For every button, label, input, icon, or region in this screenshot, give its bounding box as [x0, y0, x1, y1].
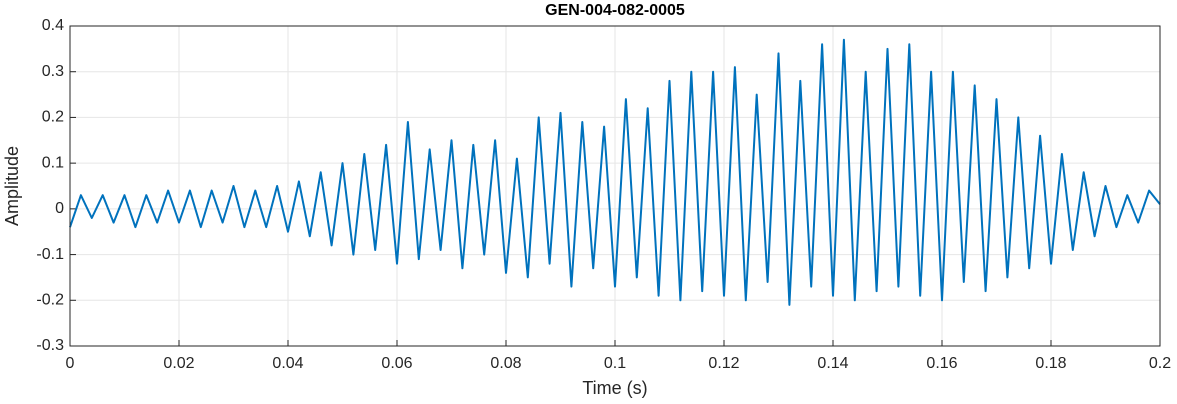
x-tick-label: 0.14: [817, 355, 848, 372]
chart-title: GEN-004-082-0005: [545, 2, 685, 19]
y-tick-label: 0.1: [42, 154, 64, 171]
y-tick-label: 0.2: [42, 109, 64, 126]
y-tick-label: -0.3: [36, 337, 64, 354]
x-tick-label: 0.16: [926, 355, 957, 372]
axes-box: [69, 25, 1161, 347]
x-tick-label: 0: [66, 355, 75, 372]
x-axis-label: Time (s): [582, 378, 647, 398]
series-line: [69, 38, 1161, 306]
x-tick-label: 0.02: [163, 355, 194, 372]
y-axis-label: Amplitude: [2, 146, 22, 226]
x-tick-label: 0.04: [272, 355, 303, 372]
x-tick-label: 0.08: [490, 355, 521, 372]
y-tick-label: 0.3: [42, 63, 64, 80]
x-tick-label: 0.12: [708, 355, 739, 372]
x-tick-label: 0.18: [1035, 355, 1066, 372]
y-tick-label: 0.4: [42, 17, 64, 34]
y-tick-label: 0: [55, 200, 64, 217]
x-tick-label: 0.06: [381, 355, 412, 372]
y-tick-label: -0.2: [36, 292, 64, 309]
plot: [69, 38, 1161, 306]
x-tick-label: 0.2: [1149, 355, 1171, 372]
y-tick-label: -0.1: [36, 246, 64, 263]
x-tick-label: 0.1: [604, 355, 626, 372]
